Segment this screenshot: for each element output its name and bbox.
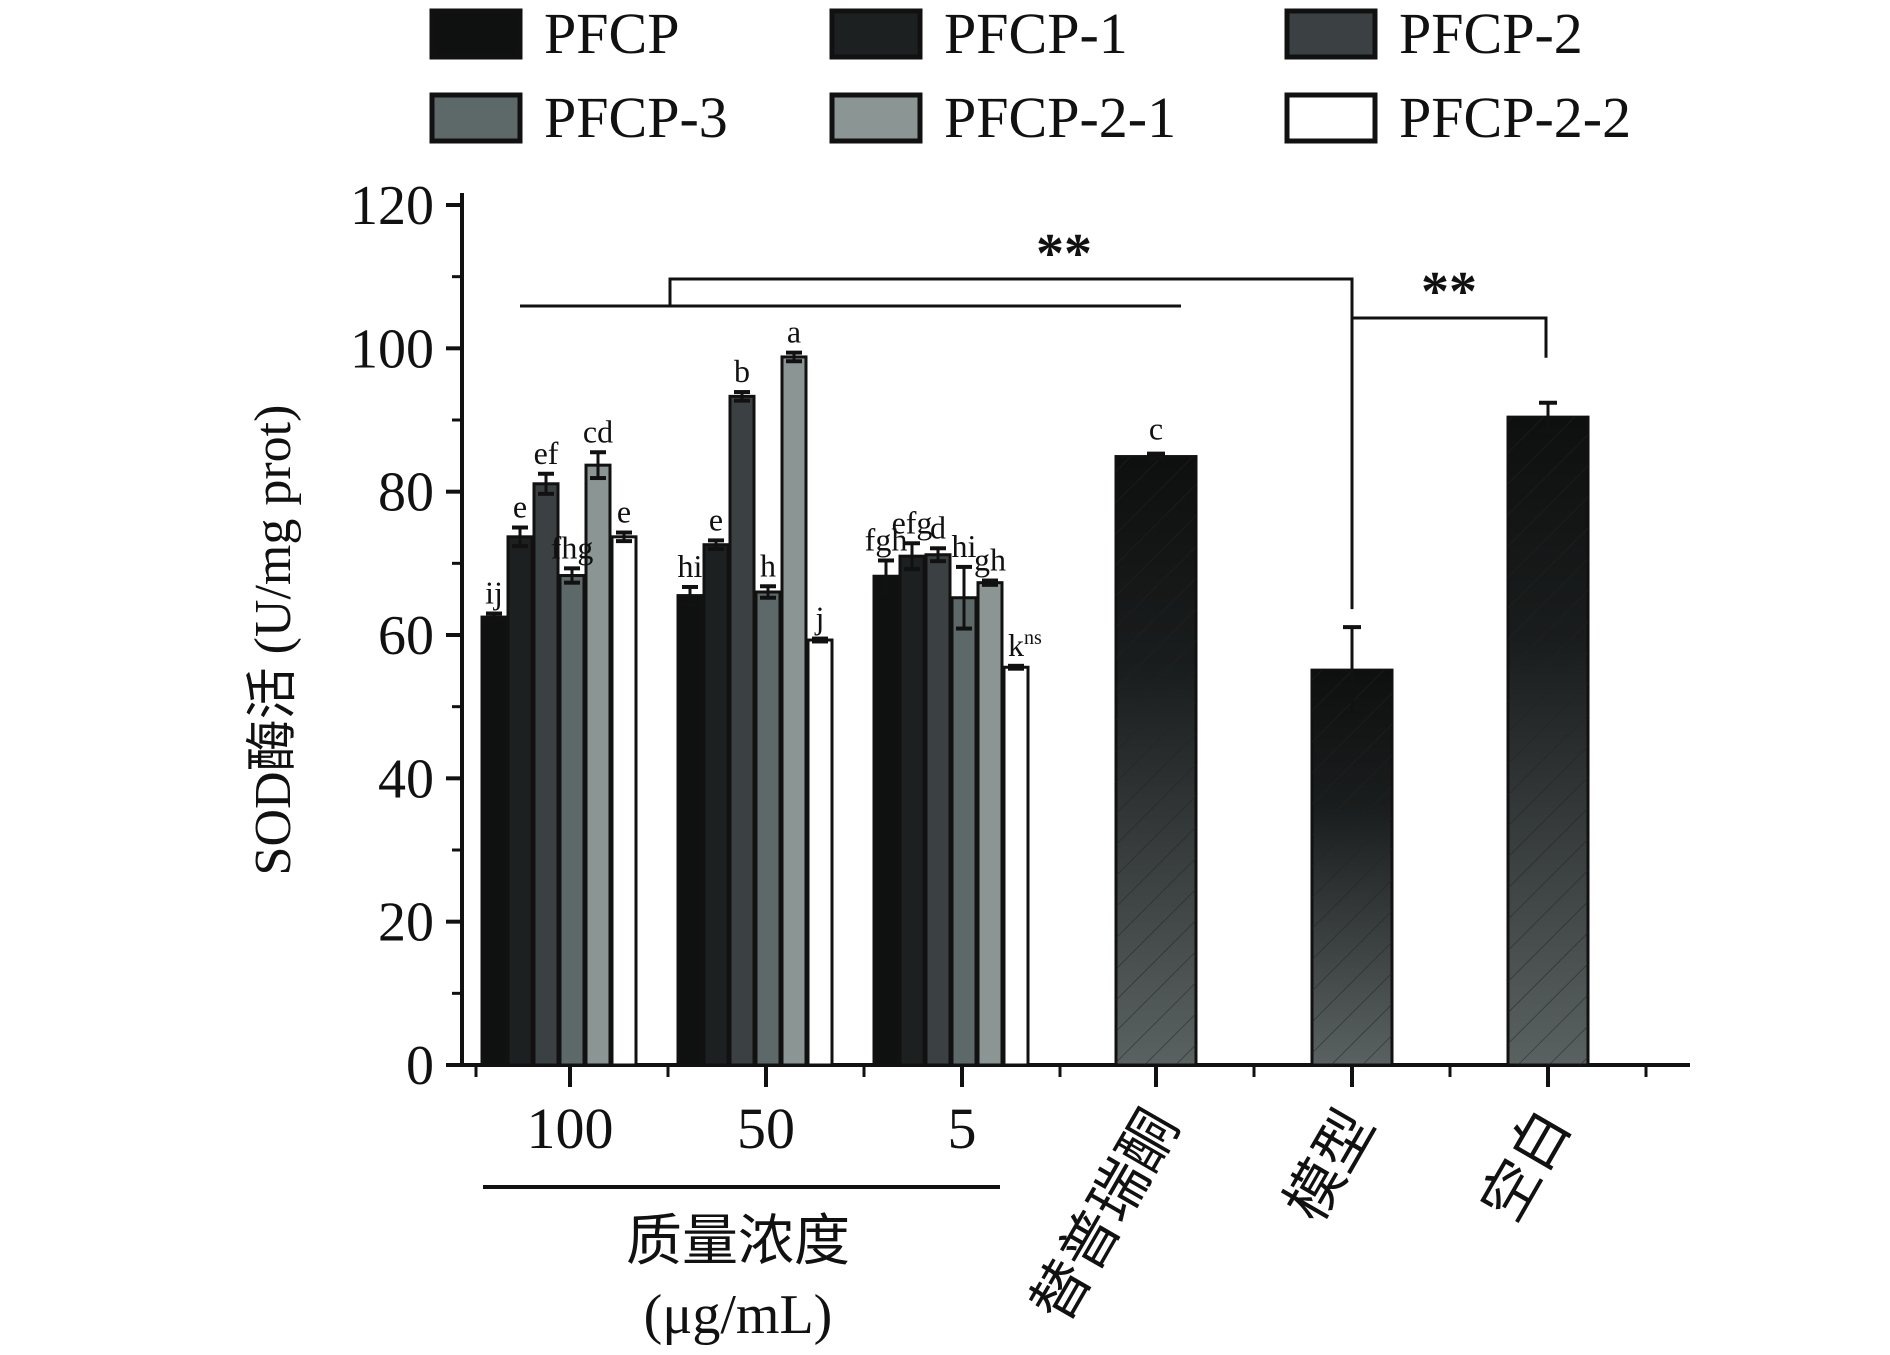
bar-pfcp-2-1-50 xyxy=(780,355,808,1067)
superscript-ns: ns xyxy=(1024,627,1042,649)
significance-letter: a xyxy=(787,314,801,350)
y-tick-label: 40 xyxy=(378,748,434,810)
y-tick-label: 60 xyxy=(378,605,434,667)
significance-letter: b xyxy=(734,353,750,389)
significance-letter: fhg xyxy=(551,529,594,565)
bar-pfcp-100 xyxy=(480,615,508,1067)
legend-swatch-pfcp-1 xyxy=(829,8,923,60)
significance-letter: gh xyxy=(974,542,1006,578)
legend-label-pfcp-2-2: PFCP-2-2 xyxy=(1399,85,1631,150)
y-tick-label: 120 xyxy=(350,175,434,237)
significance-letter: hi xyxy=(678,548,703,584)
x-axis-label-line1: 质量浓度 xyxy=(626,1211,850,1273)
bar-pfcp-2-1-5 xyxy=(976,581,1004,1067)
bar-hatch-2 xyxy=(1508,417,1588,1066)
significance-letter: ef xyxy=(534,435,559,471)
y-axis-label: SOD酶活 (U/mg prot) xyxy=(245,405,302,876)
x-tick-label-single-1: 模型 xyxy=(1273,1099,1387,1232)
significance-letter: e xyxy=(617,494,631,530)
bracket-vs-model xyxy=(668,277,1354,610)
significance-stars-1: ** xyxy=(1036,223,1092,285)
significance-letter: d xyxy=(930,509,946,545)
x-tick-label-100: 100 xyxy=(527,1096,614,1161)
x-tick-label-50: 50 xyxy=(737,1096,795,1161)
significance-letter: hi xyxy=(952,528,977,564)
bar-hatch-0 xyxy=(1116,456,1196,1065)
legend-swatch-pfcp xyxy=(429,8,523,60)
bar-pfcp-2-5 xyxy=(924,553,952,1067)
bar-pfcp-3-100 xyxy=(558,574,586,1067)
significance-letter: c xyxy=(1149,411,1163,447)
legend: PFCP PFCP-1 PFCP-2 PFCP-3 PFCP-2-1 PFCP-2-2 xyxy=(429,1,1631,150)
legend-label-pfcp-2: PFCP-2 xyxy=(1399,1,1583,66)
bar-pfcp-2-2-5 xyxy=(1002,665,1030,1067)
bar-pfcp-1-50 xyxy=(702,543,730,1067)
y-tick-label: 80 xyxy=(378,462,434,524)
significance-letter: e xyxy=(709,501,723,537)
legend-label-pfcp-1: PFCP-1 xyxy=(944,1,1128,66)
x-tick-label-single-0: 替普瑞酮 xyxy=(1019,1099,1191,1332)
bar-pfcp-2-100 xyxy=(532,482,560,1067)
bar-hatch-1 xyxy=(1312,670,1392,1065)
significance-letter: cd xyxy=(583,413,613,449)
significance-letter: h xyxy=(760,547,776,583)
significance-letter: fgh xyxy=(865,521,908,557)
bracket-model-vs-blank xyxy=(1352,316,1548,358)
legend-label-pfcp-2-1: PFCP-2-1 xyxy=(944,85,1176,150)
legend-label-pfcp-3: PFCP-3 xyxy=(544,85,728,150)
x-tick-label-5: 5 xyxy=(948,1096,977,1161)
legend-swatch-pfcp-2 xyxy=(1284,8,1378,60)
x-axis-label-line2: (μg/mL) xyxy=(644,1284,833,1346)
y-tick-label: 100 xyxy=(350,318,434,380)
y-tick-label: 20 xyxy=(378,892,434,954)
legend-label-pfcp: PFCP xyxy=(544,1,679,66)
bar-pfcp-3-5 xyxy=(950,596,978,1067)
legend-swatch-pfcp-2-2 xyxy=(1284,92,1378,144)
bar-pfcp-2-2-100 xyxy=(610,535,638,1067)
bar-pfcp-50 xyxy=(676,594,704,1067)
significance-letter: e xyxy=(513,489,527,525)
bar-pfcp-2-2-50 xyxy=(806,638,834,1067)
x-tick-label-single-2: 空白 xyxy=(1469,1099,1583,1232)
significance-letter: ij xyxy=(485,575,503,611)
ghost-label: h xyxy=(873,804,888,837)
y-tick-label: 0 xyxy=(406,1035,434,1097)
significance-letter: efg xyxy=(892,504,933,540)
bar-pfcp-2-50 xyxy=(728,394,756,1067)
significance-letter: kns xyxy=(1008,627,1042,663)
bar-pfcp-1-100 xyxy=(506,535,534,1067)
bar-pfcp-1-5 xyxy=(898,554,926,1067)
significance-letter: j xyxy=(815,600,825,636)
bar-pfcp-2-1-100 xyxy=(584,463,612,1067)
legend-swatch-pfcp-2-1 xyxy=(829,92,923,144)
significance-stars-2: ** xyxy=(1421,261,1477,323)
bar-pfcp-3-50 xyxy=(754,590,782,1067)
legend-swatch-pfcp-3 xyxy=(429,92,523,144)
bars xyxy=(480,350,1590,1067)
